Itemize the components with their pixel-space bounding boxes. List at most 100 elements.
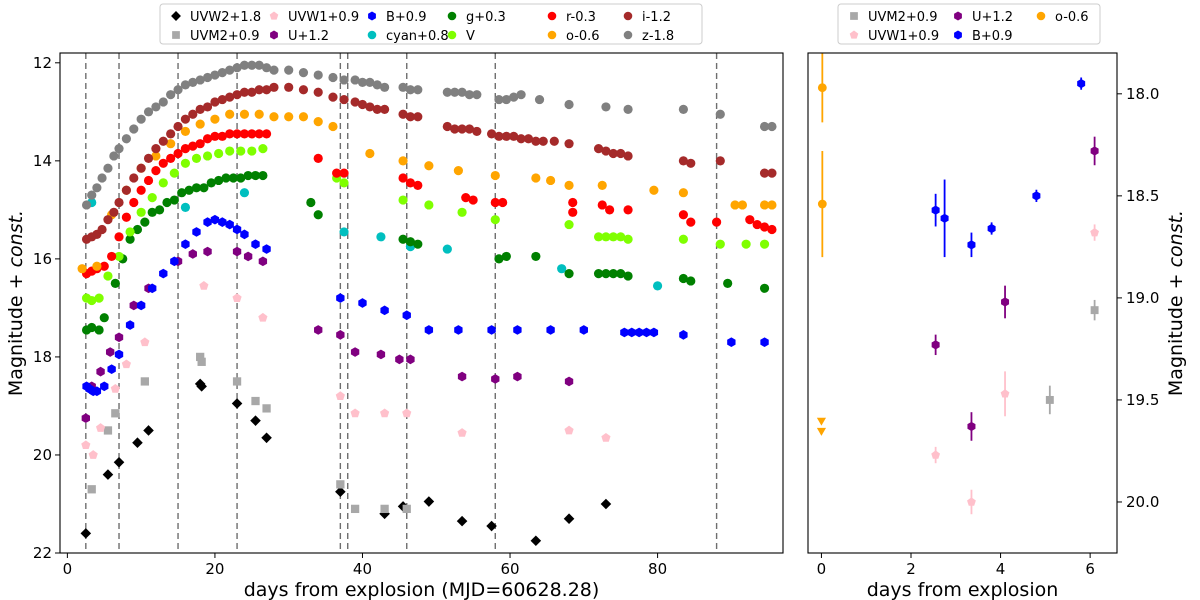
data-point [457,371,467,382]
legend-marker [368,11,376,21]
data-point [413,180,423,190]
data-point [181,239,190,250]
data-point [232,129,242,139]
data-point [405,178,416,188]
data-point [616,268,626,279]
y-tick-label: 16 [33,250,52,268]
data-point [188,77,198,88]
main-series-z-1-8 [81,60,777,210]
data-point [173,121,183,132]
data-point [195,119,205,129]
data-point [531,251,541,262]
data-point [262,404,271,413]
main-plot-frame [59,52,784,554]
data-point [513,325,522,335]
y-tick-label: 18 [33,348,52,366]
data-point [243,170,253,181]
data-point [236,146,246,156]
data-point [254,85,264,95]
inset-series-o-0-6 [817,53,827,258]
legend-label: z-1.8 [642,29,674,44]
data-point [534,94,545,105]
data-point [1000,389,1010,398]
data-point [516,90,526,100]
x-tick-label: 4 [996,560,1006,578]
data-point [568,207,578,217]
data-point [376,232,386,242]
data-point [261,63,272,73]
data-point [81,200,92,210]
data-point [114,349,124,360]
data-point [251,239,260,250]
data-point [339,94,349,105]
data-point [967,421,976,432]
y-tick-label: 14 [33,152,52,170]
data-point [110,278,120,288]
data-point [269,82,279,92]
data-point [151,151,161,161]
data-point [202,151,213,161]
inset-panel: 0 2 4 6 18.0 18.5 19.0 19.5 20.0 days from explos… [807,52,1187,600]
data-point [250,170,261,181]
data-point [509,92,519,102]
data-point [759,222,770,232]
data-point [472,126,482,137]
main-legend-frame [159,3,703,45]
data-point [92,183,102,193]
data-point [593,232,604,242]
data-point [406,354,415,365]
data-point [225,219,234,230]
data-point [313,87,323,97]
data-point [737,200,748,210]
data-point [402,504,411,514]
data-point [413,239,423,249]
data-point [313,117,323,127]
data-point [113,457,125,468]
data-point [623,151,633,161]
data-point [767,200,777,210]
data-point [464,90,475,100]
data-point [759,283,770,293]
legend-label: B+0.9 [386,10,427,25]
data-point [284,112,294,122]
legend-marker [367,30,377,40]
main-series-i-1-2 [81,82,777,244]
data-point [759,239,770,249]
legend-marker [850,12,858,20]
main-series-b-0-9 [82,214,769,397]
legend-marker [172,31,180,39]
data-point [231,398,243,409]
data-point [531,173,541,183]
data-point [191,183,202,193]
data-point [593,268,604,279]
data-point [214,148,224,159]
data-point [225,65,235,75]
data-point [442,121,452,132]
legend-label: cyan+0.8 [386,29,449,44]
data-point [402,310,411,321]
data-point [405,85,416,95]
data-point [1090,146,1099,156]
data-point [380,504,389,514]
data-point [1090,227,1099,237]
data-point [530,535,542,547]
data-point [254,60,264,70]
data-point [405,112,416,122]
data-point [616,148,626,159]
legend-marker [171,11,181,21]
data-point [335,486,346,498]
data-point [627,327,636,338]
data-point [380,305,389,316]
legend-marker [623,11,633,21]
data-point [579,325,588,335]
data-point [240,229,249,240]
data-point [140,337,150,347]
data-point [380,408,390,418]
data-point [608,148,618,159]
data-point [454,325,463,335]
data-point [114,251,124,262]
data-point [398,195,408,205]
data-point [593,143,604,154]
data-point [258,143,268,154]
data-point [608,232,618,242]
